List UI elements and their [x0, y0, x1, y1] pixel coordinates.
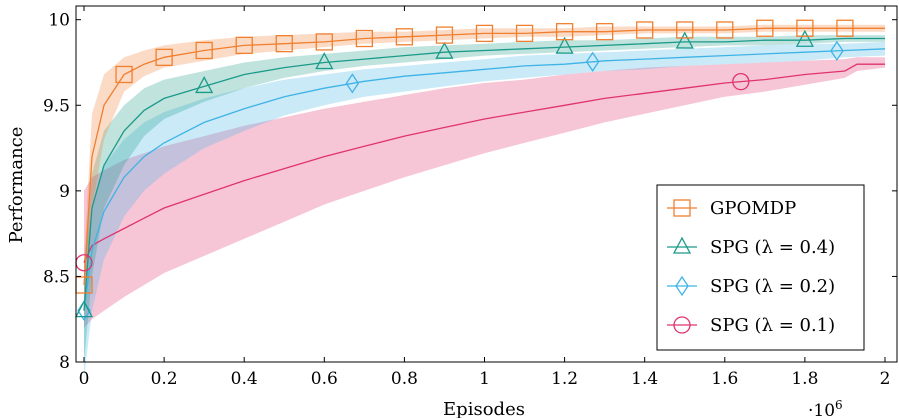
data-point [77, 300, 91, 321]
data-point [345, 73, 360, 94]
plot-frame [75, 5, 898, 363]
data-point [732, 73, 750, 91]
data-point [585, 51, 600, 72]
x-axis-label: Episodes [443, 399, 525, 418]
series-lines [83, 27, 886, 311]
data-point [195, 41, 213, 60]
x-tick-label: 0 [79, 369, 90, 389]
data-point [836, 19, 854, 37]
x-tick-label: 2 [880, 369, 891, 389]
series-line [83, 63, 885, 263]
series-line [83, 48, 886, 311]
x-tick-label: 0.8 [391, 369, 418, 389]
legend-label: SPG (λ = 0.1) [710, 315, 835, 336]
confidence-band [84, 57, 885, 328]
data-point [155, 48, 173, 66]
data-point [676, 21, 694, 39]
data-point [115, 65, 133, 84]
data-point [675, 31, 694, 49]
data-point [795, 29, 814, 47]
data-point [475, 24, 494, 43]
x-tick-label: 0.4 [231, 369, 258, 389]
x-tick-label: 1.8 [791, 369, 818, 389]
x-axis-multiplier-exponent: 6 [835, 398, 843, 412]
confidence-bands [84, 24, 885, 380]
y-tick-label: 10 [48, 11, 70, 31]
x-tick-label: 1 [479, 369, 490, 389]
legend-marker [673, 199, 691, 217]
legend: GPOMDP SPG (λ = 0.4) SPG (λ = 0.2) SPG (λ =… [656, 184, 865, 351]
data-point [636, 21, 654, 39]
legend-label: SPG (λ = 0.4) [710, 237, 835, 258]
x-tick-label: 1.4 [631, 369, 658, 389]
data-point [756, 19, 774, 37]
legend-marker [675, 275, 689, 297]
x-tick-label: 1.6 [711, 369, 738, 389]
data-point [830, 40, 844, 62]
data-point [235, 36, 253, 55]
legend-box [656, 184, 865, 351]
data-point [555, 36, 574, 54]
y-tick-label: 9 [59, 182, 70, 202]
x-axis-multiplier-base: ·10 [808, 401, 835, 418]
legend-label: GPOMDP [710, 198, 796, 219]
x-tick-label: 0.6 [311, 369, 338, 389]
x-axis-multiplier: ·106 [808, 398, 843, 418]
y-tick-label: 8 [59, 353, 70, 373]
y-axis-label: Performance [6, 127, 27, 244]
data-point [315, 52, 334, 70]
x-tick-label: 1.2 [551, 369, 578, 389]
data-point [395, 28, 414, 46]
data-point [275, 35, 293, 53]
legend-label: SPG (λ = 0.2) [710, 276, 835, 297]
data-point [435, 26, 454, 44]
data-point [74, 300, 94, 318]
series-line [83, 27, 885, 286]
data-point [315, 33, 333, 51]
confidence-band [84, 24, 885, 311]
data-point [195, 76, 214, 94]
axis-ticks: 0 0.2 0.4 0.6 0.8 1 1.2 1.4 1.6 1.8 2 8 8.5 9 9.5 10 [43, 6, 897, 389]
data-point [716, 21, 734, 39]
series-markers [74, 19, 854, 321]
legend-marker [672, 236, 692, 254]
y-tick-label: 9.5 [43, 96, 70, 116]
data-point [595, 23, 614, 41]
data-point [355, 29, 374, 48]
series-line [83, 37, 885, 311]
data-point [515, 24, 534, 43]
legend-marker [673, 316, 691, 334]
x-tick-label: 0.2 [151, 369, 178, 389]
y-tick-label: 8.5 [43, 267, 70, 287]
data-point [435, 41, 454, 59]
data-point [796, 19, 814, 37]
data-point [555, 23, 574, 41]
